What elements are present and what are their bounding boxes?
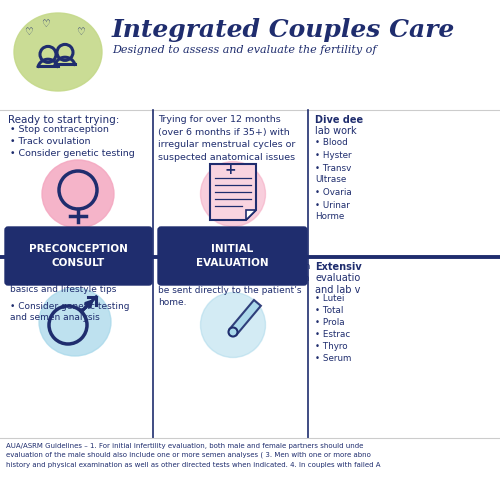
Text: ♡: ♡ [24,27,32,37]
Text: +: + [224,163,236,177]
Text: Ready to start trying:: Ready to start trying: [8,262,119,272]
Polygon shape [210,164,256,220]
Text: • Track ovulation: • Track ovulation [10,137,90,146]
Polygon shape [246,210,256,220]
Text: Dive dee: Dive dee [315,115,363,125]
FancyBboxPatch shape [158,227,307,285]
Text: • Serum: • Serum [315,354,352,363]
Text: ♡: ♡ [40,19,50,29]
Text: lab work: lab work [315,126,356,136]
Text: • Urinar
Horme: • Urinar Horme [315,201,350,221]
Text: • Consider genetic testing
and semen analysis: • Consider genetic testing and semen ana… [10,302,130,322]
Text: • Consider genetic testing: • Consider genetic testing [10,149,135,158]
Bar [0,0,500,110]
Text: INITIAL
EVALUATION: INITIAL EVALUATION [196,244,269,268]
Ellipse shape [14,13,102,91]
Text: • Estrac: • Estrac [315,330,350,339]
Text: AUA/ASRM Guidelines – 1. For initial infertility evaluation, both male and femal: AUA/ASRM Guidelines – 1. For initial inf… [6,443,380,468]
Ellipse shape [42,160,114,228]
Text: Assess fertility status with semen
analysis. Semen analysis kits can
be sent dir: Assess fertility status with semen analy… [158,262,310,308]
Text: • Blood: • Blood [315,138,348,147]
Text: • Ovaria: • Ovaria [315,188,352,197]
Text: evaluatio
and lab v: evaluatio and lab v [315,273,360,295]
Text: PRECONCEPTION
CONSULT: PRECONCEPTION CONSULT [29,244,128,268]
Text: ♡: ♡ [76,27,84,37]
Ellipse shape [200,162,266,226]
Text: • Review male fertility
basics and lifestyle tips: • Review male fertility basics and lifes… [10,274,117,294]
Polygon shape [230,300,261,335]
Text: Extensiv: Extensiv [315,262,362,272]
Text: • Thyro: • Thyro [315,342,348,351]
Text: Trying for over 12 months
(over 6 months if 35+) with
irregular menstrual cycles: Trying for over 12 months (over 6 months… [158,115,296,162]
Text: Designed to assess and evaluate the fertility of: Designed to assess and evaluate the fert… [112,45,376,55]
Text: • Transv
Ultrase: • Transv Ultrase [315,164,351,184]
Text: • Hyster: • Hyster [315,151,352,160]
Text: • Lutei: • Lutei [315,294,344,303]
FancyBboxPatch shape [5,227,152,285]
Ellipse shape [200,292,266,358]
Text: • Stop contraception: • Stop contraception [10,125,109,134]
Text: • Prola: • Prola [315,318,344,327]
Text: Integrated Couples Care: Integrated Couples Care [112,18,455,42]
Text: Ready to start trying:: Ready to start trying: [8,115,119,125]
Circle shape [228,328,237,336]
Text: • Total: • Total [315,306,344,315]
Ellipse shape [39,288,111,356]
